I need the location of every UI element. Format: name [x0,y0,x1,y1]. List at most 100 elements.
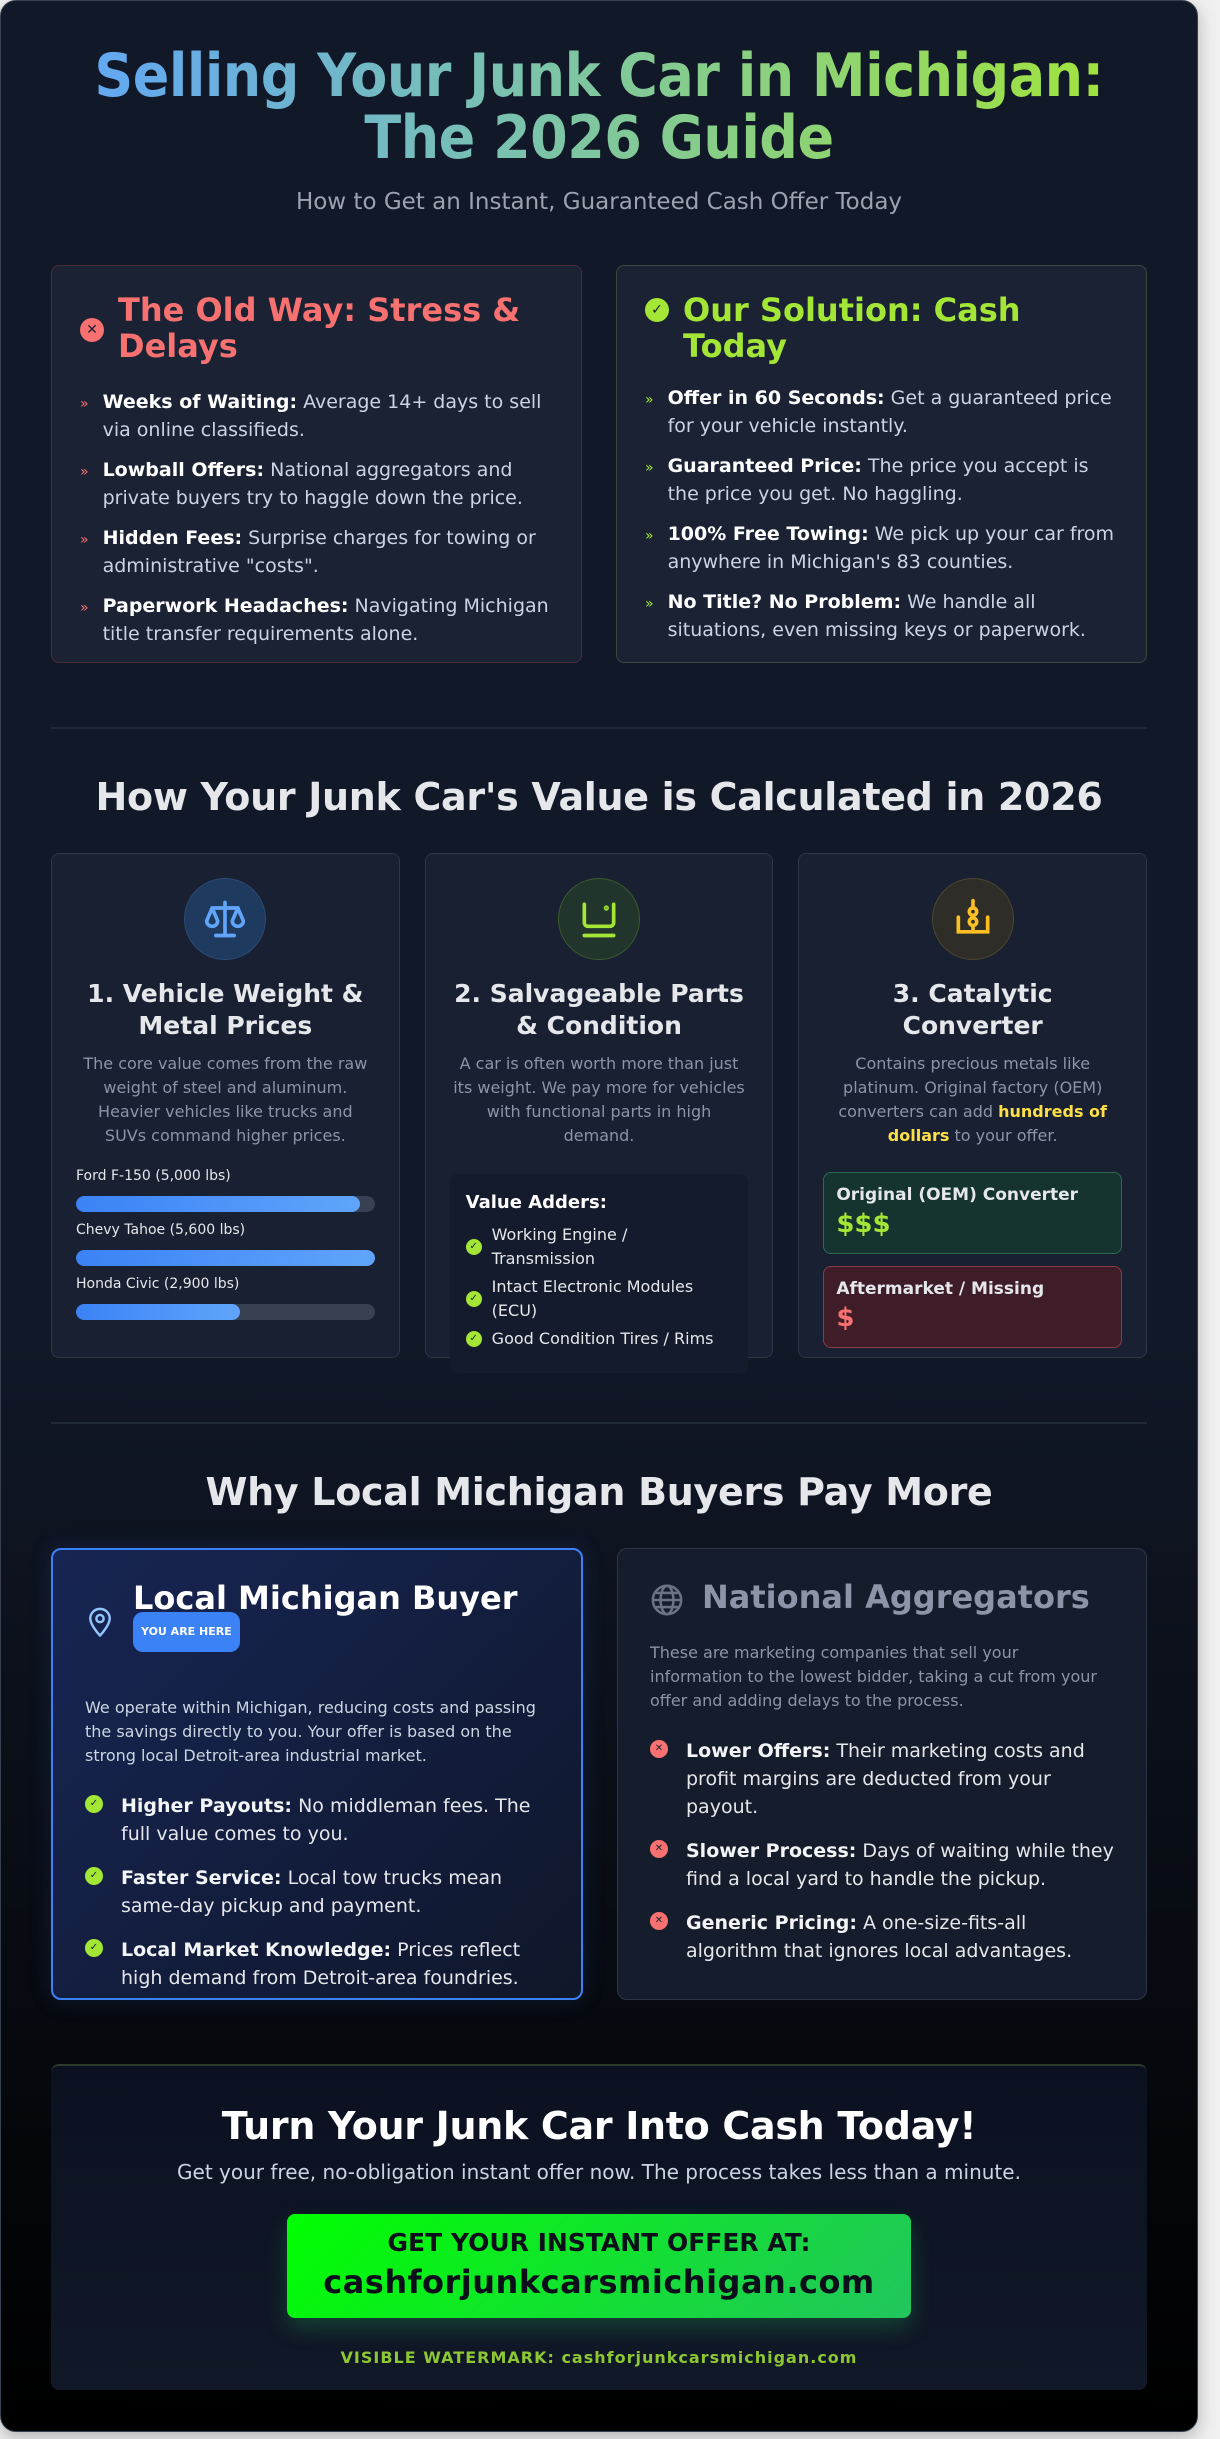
converter-card: 3. Catalytic Converter Contains precious… [798,853,1148,1358]
title-line-2: The 2026 Guide [364,103,834,173]
hero: Selling Your Junk Car in Michigan: The 2… [51,1,1147,215]
chevron-double-right-icon: » [80,532,89,548]
bar-label: Chevy Tahoe (5,600 lbs) [76,1222,246,1238]
local-vs-national: Local Michigan Buyer YOU ARE HERE We ope… [51,1548,1147,2000]
section-divider [51,1422,1147,1424]
title-text: Local Michigan Buyer [133,1579,518,1617]
bar-fill [76,1304,241,1320]
list-item: ✓ Good Condition Tires / Rims [465,1327,733,1351]
chevron-double-right-icon: » [645,460,654,476]
list-item: » Weeks of Waiting: Average 14+ days to s… [80,388,553,444]
chevron-double-right-icon: » [80,396,89,412]
bar-fill [76,1250,375,1266]
national-description: These are marketing companies that sell … [650,1643,1097,1710]
list-item: ✕ Generic Pricing: A one-size-fits-all al… [650,1909,1114,1965]
chevron-double-right-icon: » [645,392,654,408]
bar-label: Ford F-150 (5,000 lbs) [76,1168,231,1184]
globe-icon [651,1584,683,1616]
local-buyer-title: Local Michigan Buyer YOU ARE HERE [133,1580,549,1652]
item-label: 100% Free Towing: [667,523,869,545]
parts-description: A car is often worth more than just its … [453,1054,745,1145]
bar-label: Honda Civic (2,900 lbs) [76,1276,240,1292]
item-label: Paperwork Headaches: [102,595,349,617]
item-text: We pick up your car from anywhere in Mic… [667,523,1115,573]
item-text: Days of waiting while they find a local … [686,1840,1114,1890]
item-text: Prices reflect high demand from Detroit-… [121,1939,521,1989]
item-label: Weeks of Waiting: [102,391,298,413]
chevron-double-right-icon: » [80,600,89,616]
section-divider [51,727,1147,729]
get-offer-button[interactable]: GET YOUR INSTANT OFFER AT: cashforjunkca… [287,2214,911,2318]
item-label: Lowball Offers: [102,459,265,481]
list-item: ✓ Local Market Knowledge: Prices reflect … [85,1936,549,1992]
bar-track [76,1250,375,1266]
solution-heading: ✓ Our Solution: Cash Today [645,292,1118,364]
bar-track [76,1304,375,1320]
list-item: » Hidden Fees: Surprise charges for towin… [80,524,553,580]
chevron-double-right-icon: » [80,464,89,480]
old-way-card: ✕ The Old Way: Stress & Delays » Weeks of… [51,265,582,663]
value-factors: 1. Vehicle Weight & Metal Prices The cor… [51,853,1148,1373]
item-label: Higher Payouts: [121,1795,293,1817]
desc-text: Contains precious metals like platinum. … [838,1054,1103,1121]
item-text: We handle all situations, even missing k… [667,591,1086,641]
catalytic-converter-icon [931,878,1014,960]
weight-title: 1. Vehicle Weight & Metal Prices [87,979,364,1040]
check-circle-icon: ✓ [85,1795,103,1813]
weight-description: The core value comes from the raw weight… [83,1054,368,1145]
infographic-page: Selling Your Junk Car in Michigan: The 2… [0,0,1198,2432]
value-adders-box: Value Adders: ✓ Working Engine / Transmis… [449,1174,749,1373]
national-title: National Aggregators [702,1578,1090,1616]
list-item: » Guaranteed Price: The price you accept … [645,452,1118,508]
list-item: » Offer in 60 Seconds: Get a guaranteed p… [645,384,1118,440]
scale-icon [184,878,267,960]
item-label: Hidden Fees: [102,527,243,549]
old-way-heading: ✕ The Old Way: Stress & Delays [80,292,553,364]
list-item: ✕ Slower Process: Days of waiting while t… [650,1837,1114,1893]
map-pin-icon [89,1607,111,1637]
list-item: ✓ Faster Service: Local tow trucks mean s… [85,1864,549,1920]
item-text: Average 14+ days to sell via online clas… [102,391,542,441]
x-circle-icon: ✕ [650,1912,668,1930]
check-circle-icon: ✓ [465,1331,482,1347]
watermark: VISIBLE WATERMARK: cashforjunkcarsmichig… [340,2348,858,2367]
adder-text: Working Engine / Transmission [491,1225,628,1268]
bar-fill [76,1196,360,1212]
item-label: Slower Process: [686,1840,857,1862]
oem-value: $$$ [836,1209,891,1239]
adder-text: Good Condition Tires / Rims [491,1329,714,1348]
cta-button-url: cashforjunkcarsmichigan.com [323,2263,875,2301]
cta-button-line1: GET YOUR INSTANT OFFER AT: [387,2228,811,2257]
engine-part-icon [558,878,640,960]
solution-title: Our Solution: Cash Today [683,291,1021,365]
comparison-section: ✕ The Old Way: Stress & Delays » Weeks of… [51,265,1147,663]
solution-card: ✓ Our Solution: Cash Today » Offer in 60 … [616,265,1147,663]
old-way-list: » Weeks of Waiting: Average 14+ days to s… [80,388,553,648]
local-benefits-list: ✓ Higher Payouts: No middleman fees. The … [85,1792,549,1992]
item-label: Faster Service: [121,1867,282,1889]
list-item: ✓ Intact Electronic Modules (ECU) [465,1275,733,1323]
list-item: ✓ Higher Payouts: No middleman fees. The … [85,1792,549,1848]
x-circle-icon: ✕ [650,1840,668,1858]
parts-card: 2. Salvageable Parts & Condition A car i… [424,853,774,1373]
title-line-1: Selling Your Junk Car in Michigan: [94,41,1104,111]
item-text: Get a guaranteed price for your vehicle … [667,387,1112,437]
national-aggregators-card: National Aggregators These are marketing… [617,1548,1147,2000]
list-item: ✕ Lower Offers: Their marketing costs and… [650,1737,1114,1821]
chevron-double-right-icon: » [645,528,654,544]
cta-subtitle: Get your free, no-obligation instant off… [177,2160,1021,2184]
aftermarket-label: Aftermarket / Missing [836,1279,1045,1299]
cta-title: Turn Your Junk Car Into Cash Today! [221,2104,977,2148]
item-label: Guaranteed Price: [667,455,862,477]
item-label: Lower Offers: [686,1740,831,1762]
aftermarket-value: $ [836,1303,855,1333]
list-item: » Paperwork Headaches: Navigating Michiga… [80,592,553,648]
solution-list: » Offer in 60 Seconds: Get a guaranteed p… [645,384,1118,644]
oem-label: Original (OEM) Converter [836,1185,1079,1205]
item-text: National aggregators and private buyers … [102,459,523,509]
national-drawbacks-list: ✕ Lower Offers: Their marketing costs and… [650,1737,1114,1965]
desc-text: to your offer. [949,1126,1058,1145]
page-subtitle: How to Get an Instant, Guaranteed Cash O… [295,189,903,215]
item-text: Surprise charges for towing or administr… [102,527,536,577]
converter-description: Contains precious metals like platinum. … [823,1052,1122,1148]
